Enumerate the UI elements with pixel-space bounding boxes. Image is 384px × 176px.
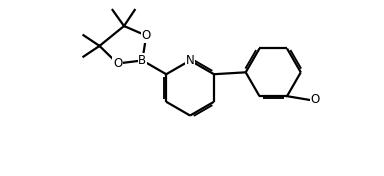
Text: O: O	[142, 29, 151, 42]
Text: O: O	[311, 93, 320, 106]
Text: B: B	[138, 54, 146, 67]
Text: N: N	[186, 54, 194, 67]
Text: O: O	[113, 57, 122, 70]
